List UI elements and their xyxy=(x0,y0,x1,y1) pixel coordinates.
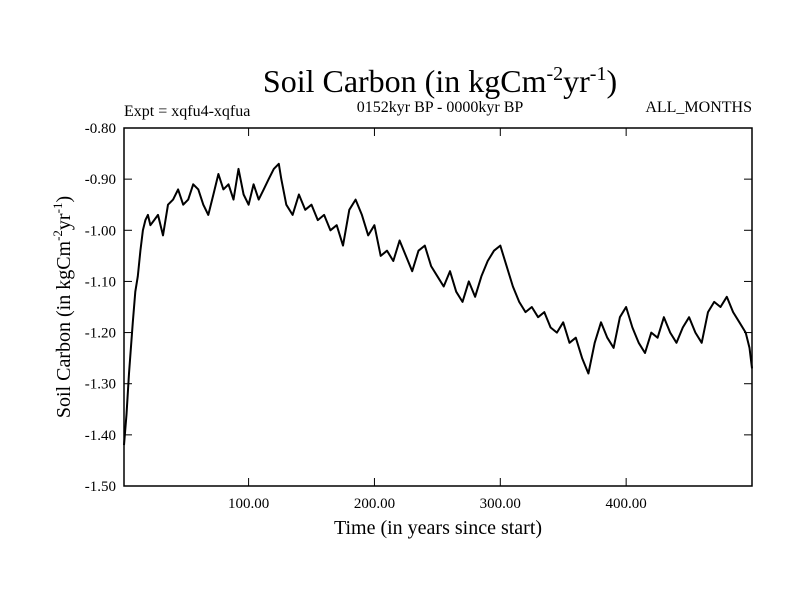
chart-title: Soil Carbon (in kgCm-2yr-1) xyxy=(263,63,617,99)
x-tick-label-3: 400.00 xyxy=(606,496,647,512)
chart-title-sup1: -2 xyxy=(546,63,563,85)
plot-frame xyxy=(123,127,753,487)
months-label: ALL_MONTHS xyxy=(645,99,752,116)
soil-carbon-series-line xyxy=(123,162,753,446)
y-axis-label-end: ) xyxy=(53,196,75,203)
y-tick-label-2: -1.00 xyxy=(85,223,116,239)
y-tick-label-5: -1.30 xyxy=(85,377,116,393)
y-axis-ticks: -0.80 -0.90 -1.00 -1.10 -1.20 -1.30 -1.40 -1.50 xyxy=(85,121,752,495)
y-axis-label-sup2: -1 xyxy=(50,203,65,214)
y-axis-label-mid: yr xyxy=(53,213,75,230)
y-tick-label-6: -1.40 xyxy=(85,428,116,444)
chart-title-sup2: -1 xyxy=(590,63,607,85)
y-tick-label-7: -1.50 xyxy=(85,479,116,495)
y-tick-label-3: -1.10 xyxy=(85,274,116,290)
chart-title-mid: yr xyxy=(563,63,590,99)
chart-title-main: Soil Carbon (in kgCm xyxy=(263,63,547,99)
x-tick-label-2: 300.00 xyxy=(480,496,521,512)
period-label: 0152kyr BP - 0000kyr BP xyxy=(357,99,524,116)
x-axis-ticks: 100.00 200.00 300.00 400.00 xyxy=(228,128,647,512)
y-axis-label-main: Soil Carbon (in kgCm xyxy=(53,240,75,418)
y-axis-label-sup1: -2 xyxy=(50,230,65,241)
y-tick-label-0: -0.80 xyxy=(85,121,116,137)
experiment-label: Expt = xqfu4-xqfua xyxy=(124,103,250,120)
chart-title-end: ) xyxy=(606,63,617,99)
x-tick-label-0: 100.00 xyxy=(228,496,269,512)
y-tick-label-4: -1.20 xyxy=(85,326,116,342)
x-axis-label: Time (in years since start) xyxy=(334,517,542,539)
x-tick-label-1: 200.00 xyxy=(354,496,395,512)
y-axis-label: Soil Carbon (in kgCm-2yr-1) xyxy=(50,196,75,418)
y-tick-label-1: -0.90 xyxy=(85,172,116,188)
